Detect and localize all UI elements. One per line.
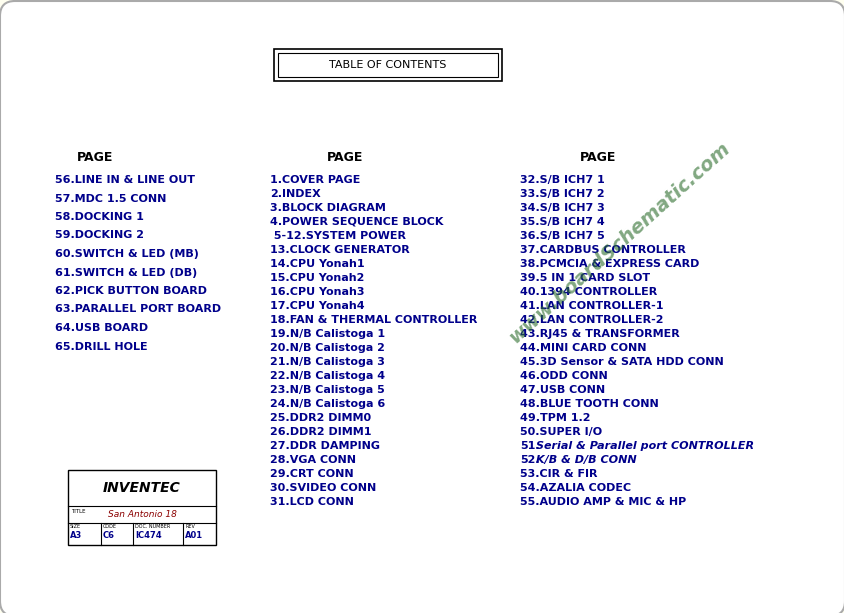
Text: 42.LAN CONTROLLER-2: 42.LAN CONTROLLER-2	[519, 315, 663, 325]
Text: 16.CPU Yonah3: 16.CPU Yonah3	[270, 287, 364, 297]
Text: K/B & D/B CONN: K/B & D/B CONN	[536, 455, 636, 465]
Text: 18.FAN & THERMAL CONTROLLER: 18.FAN & THERMAL CONTROLLER	[270, 315, 477, 325]
Text: 50.SUPER I/O: 50.SUPER I/O	[519, 427, 602, 437]
Bar	[68, 470, 216, 545]
Text: 35.S/B ICH7 4: 35.S/B ICH7 4	[519, 217, 604, 227]
Text: 28.VGA CONN: 28.VGA CONN	[270, 455, 355, 465]
Text: A01: A01	[185, 531, 203, 540]
Text: 22.N/B Calistoga 4: 22.N/B Calistoga 4	[270, 371, 385, 381]
Text: 20.N/B Calistoga 2: 20.N/B Calistoga 2	[270, 343, 384, 353]
Text: 58.DOCKING 1: 58.DOCKING 1	[55, 212, 143, 222]
Text: Serial & Parallel port CONTROLLER: Serial & Parallel port CONTROLLER	[536, 441, 754, 451]
Text: SIZE: SIZE	[70, 525, 81, 530]
Text: REV: REV	[185, 525, 195, 530]
Text: 63.PARALLEL PORT BOARD: 63.PARALLEL PORT BOARD	[55, 305, 221, 314]
Text: 1.COVER PAGE: 1.COVER PAGE	[270, 175, 360, 185]
Text: 61.SWITCH & LED (DB): 61.SWITCH & LED (DB)	[55, 267, 197, 278]
Text: 5-12.SYSTEM POWER: 5-12.SYSTEM POWER	[270, 231, 405, 241]
Text: 13.CLOCK GENERATOR: 13.CLOCK GENERATOR	[270, 245, 409, 255]
Text: 21.N/B Calistoga 3: 21.N/B Calistoga 3	[270, 357, 384, 367]
Text: 15.CPU Yonah2: 15.CPU Yonah2	[270, 273, 364, 283]
Text: 37.CARDBUS CONTROLLER: 37.CARDBUS CONTROLLER	[519, 245, 685, 255]
Text: 48.BLUE TOOTH CONN: 48.BLUE TOOTH CONN	[519, 399, 658, 409]
Text: 36.S/B ICH7 5: 36.S/B ICH7 5	[519, 231, 604, 241]
Text: C6: C6	[102, 531, 115, 540]
Text: DOC. NUMBER: DOC. NUMBER	[135, 525, 170, 530]
Text: 4.POWER SEQUENCE BLOCK: 4.POWER SEQUENCE BLOCK	[270, 217, 443, 227]
Text: 39.5 IN 1 CARD SLOT: 39.5 IN 1 CARD SLOT	[519, 273, 649, 283]
Text: 43.RJ45 & TRANSFORMER: 43.RJ45 & TRANSFORMER	[519, 329, 679, 339]
Text: INVENTEC: INVENTEC	[103, 481, 181, 495]
Text: 56.LINE IN & LINE OUT: 56.LINE IN & LINE OUT	[55, 175, 195, 185]
Text: TABLE OF CONTENTS: TABLE OF CONTENTS	[329, 60, 446, 70]
Text: 2.INDEX: 2.INDEX	[270, 189, 321, 199]
Text: 14.CPU Yonah1: 14.CPU Yonah1	[270, 259, 365, 269]
Text: 54.AZALIA CODEC: 54.AZALIA CODEC	[519, 483, 630, 493]
Text: 27.DDR DAMPING: 27.DDR DAMPING	[270, 441, 380, 451]
Text: 31.LCD CONN: 31.LCD CONN	[270, 497, 354, 507]
Text: 30.SVIDEO CONN: 30.SVIDEO CONN	[270, 483, 376, 493]
Text: 23.N/B Calistoga 5: 23.N/B Calistoga 5	[270, 385, 384, 395]
Text: 41.LAN CONTROLLER-1: 41.LAN CONTROLLER-1	[519, 301, 663, 311]
Text: 59.DOCKING 2: 59.DOCKING 2	[55, 230, 143, 240]
Text: 24.N/B Calistoga 6: 24.N/B Calistoga 6	[270, 399, 385, 409]
Text: 38.PCMCIA & EXPRESS CARD: 38.PCMCIA & EXPRESS CARD	[519, 259, 699, 269]
Bar	[273, 49, 501, 81]
Text: 26.DDR2 DIMM1: 26.DDR2 DIMM1	[270, 427, 371, 437]
Text: 29.CRT CONN: 29.CRT CONN	[270, 469, 353, 479]
Text: 64.USB BOARD: 64.USB BOARD	[55, 323, 148, 333]
Text: www.boardSchematic.com: www.boardSchematic.com	[505, 139, 733, 347]
Text: 33.S/B ICH7 2: 33.S/B ICH7 2	[519, 189, 604, 199]
Text: IC474: IC474	[135, 531, 161, 540]
Bar	[278, 53, 497, 77]
Text: A3: A3	[70, 531, 82, 540]
Text: 3.BLOCK DIAGRAM: 3.BLOCK DIAGRAM	[270, 203, 386, 213]
Text: CODE: CODE	[102, 525, 116, 530]
Text: 52.: 52.	[519, 455, 539, 465]
Text: San Antonio 18: San Antonio 18	[107, 510, 176, 519]
Text: 65.DRILL HOLE: 65.DRILL HOLE	[55, 341, 148, 351]
Text: PAGE: PAGE	[579, 151, 615, 164]
Text: 17.CPU Yonah4: 17.CPU Yonah4	[270, 301, 365, 311]
Text: 34.S/B ICH7 3: 34.S/B ICH7 3	[519, 203, 604, 213]
Text: 53.CIR & FIR: 53.CIR & FIR	[519, 469, 597, 479]
Text: 49.TPM 1.2: 49.TPM 1.2	[519, 413, 590, 423]
Text: 47.USB CONN: 47.USB CONN	[519, 385, 604, 395]
Text: TITLE: TITLE	[71, 509, 85, 514]
Text: 62.PICK BUTTON BOARD: 62.PICK BUTTON BOARD	[55, 286, 207, 296]
Text: 32.S/B ICH7 1: 32.S/B ICH7 1	[519, 175, 604, 185]
Text: PAGE: PAGE	[327, 151, 363, 164]
Text: 46.ODD CONN: 46.ODD CONN	[519, 371, 607, 381]
Text: 25.DDR2 DIMM0: 25.DDR2 DIMM0	[270, 413, 371, 423]
Text: 40.1394 CONTROLLER: 40.1394 CONTROLLER	[519, 287, 657, 297]
Text: 19.N/B Calistoga 1: 19.N/B Calistoga 1	[270, 329, 385, 339]
Text: 44.MINI CARD CONN: 44.MINI CARD CONN	[519, 343, 646, 353]
Text: 55.AUDIO AMP & MIC & HP: 55.AUDIO AMP & MIC & HP	[519, 497, 685, 507]
Text: PAGE: PAGE	[77, 151, 113, 164]
Text: 60.SWITCH & LED (MB): 60.SWITCH & LED (MB)	[55, 249, 198, 259]
Text: 45.3D Sensor & SATA HDD CONN: 45.3D Sensor & SATA HDD CONN	[519, 357, 723, 367]
Text: 57.MDC 1.5 CONN: 57.MDC 1.5 CONN	[55, 194, 166, 204]
Text: 51.: 51.	[519, 441, 539, 451]
